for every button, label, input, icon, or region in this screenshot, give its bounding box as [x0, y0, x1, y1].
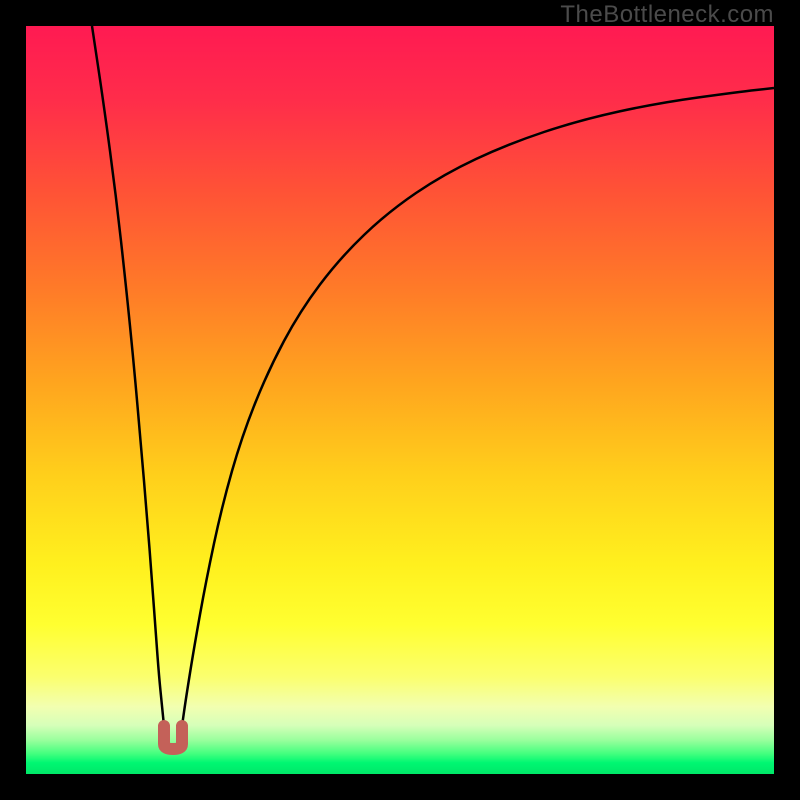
- bottleneck-curve: [26, 26, 774, 774]
- curve-cusp: [164, 726, 182, 749]
- plot-area: [26, 26, 774, 774]
- curve-right-branch: [182, 88, 774, 726]
- chart-frame: TheBottleneck.com: [0, 0, 800, 800]
- curve-left-branch: [92, 26, 164, 726]
- watermark-text: TheBottleneck.com: [560, 1, 774, 29]
